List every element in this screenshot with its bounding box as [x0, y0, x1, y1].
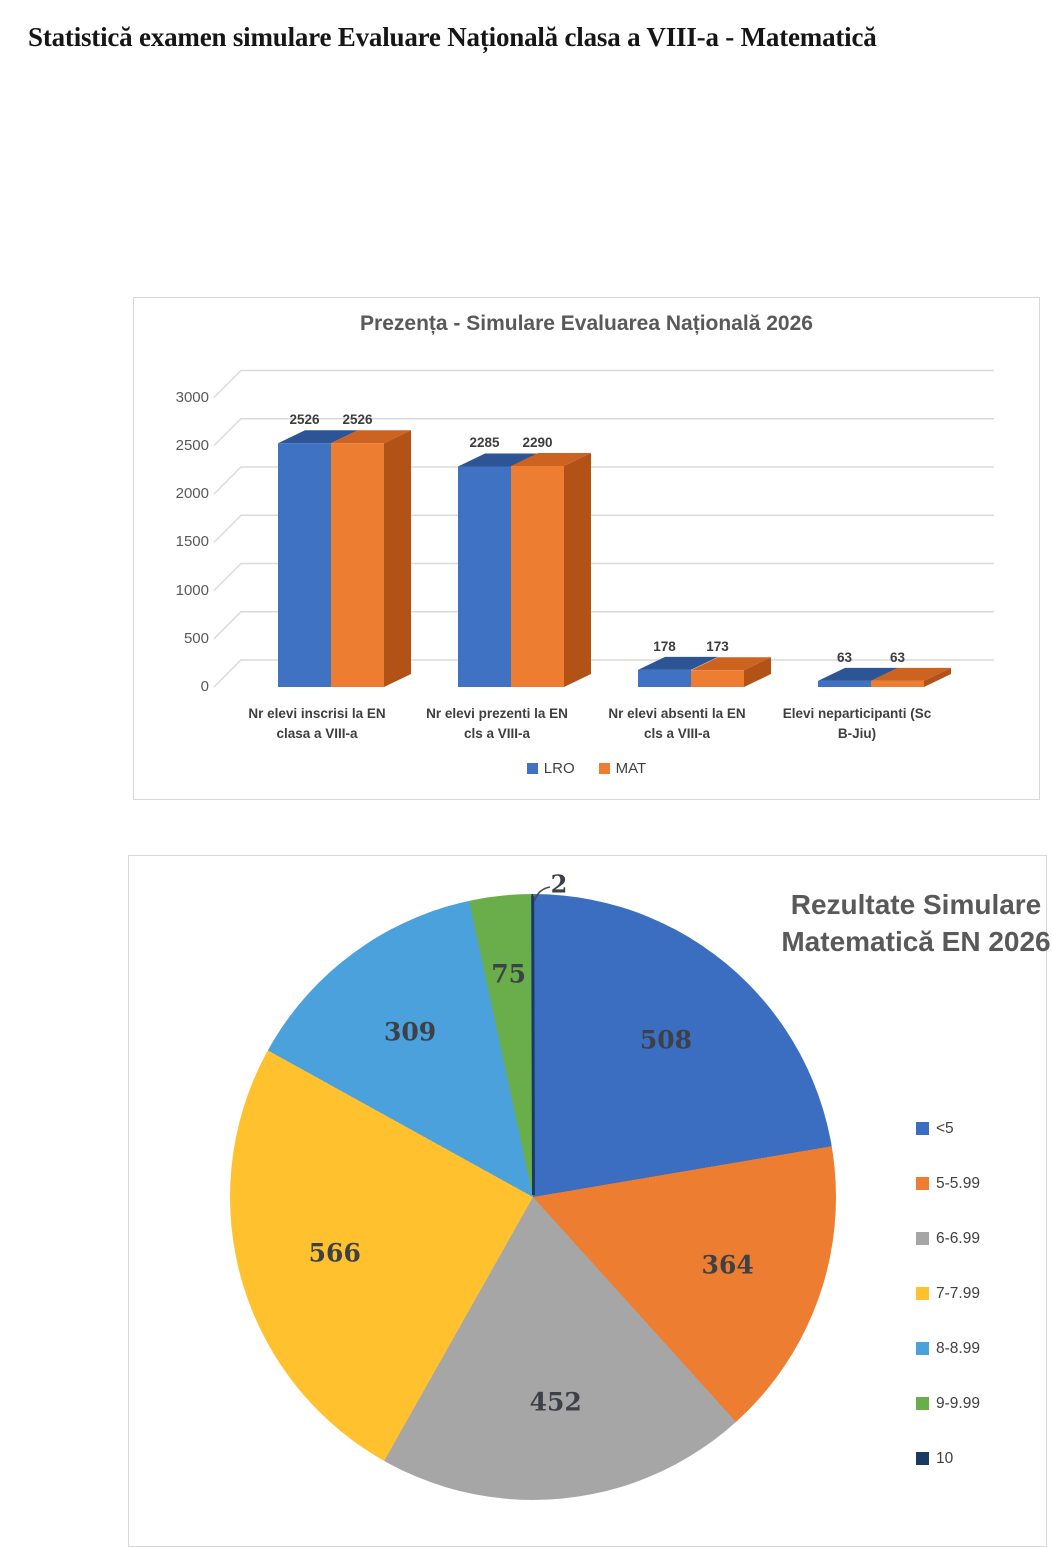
legend-item: 8-8.99: [916, 1340, 980, 1357]
y-axis-label: 1000: [175, 581, 209, 599]
pie-slice-label: 364: [701, 1250, 754, 1280]
legend-item: MAT: [598, 760, 647, 777]
legend-item: 5-5.99: [916, 1175, 980, 1192]
bar: [871, 680, 924, 687]
legend-swatch: [916, 1232, 929, 1245]
y-axis-label: 0: [200, 678, 209, 695]
bar: [638, 669, 691, 687]
pie-slice-label: 508: [639, 1025, 693, 1055]
legend-item: 6-6.99: [916, 1230, 980, 1247]
category-label-line: cls a VIII-a: [643, 726, 711, 741]
bar-top-face: [691, 657, 771, 671]
legend-swatch: [598, 763, 610, 774]
legend-label: 7-7.99: [936, 1284, 980, 1302]
bar-side-face: [744, 657, 771, 687]
bar-top-face: [458, 453, 538, 467]
bar: [278, 443, 331, 687]
category-label-line: Nr elevi inscrisi la EN: [248, 706, 386, 721]
bar-top-face: [818, 667, 898, 681]
category-label: Nr elevi absenti la EN cls a VIII-a: [582, 704, 772, 744]
bar-value-label: 63: [889, 649, 906, 665]
bar-chart-legend: LRO MAT: [134, 760, 1039, 777]
bar-side-face: [564, 453, 591, 687]
document-page: { "page": { "title": "Statistică examen …: [28, 22, 1051, 1547]
category-label: Elevi neparticipanti (Sc B-Jiu): [762, 704, 952, 744]
legend-swatch: [916, 1452, 929, 1465]
y-axis-label: 2500: [175, 436, 209, 454]
legend-label: 6-6.99: [936, 1229, 980, 1247]
bar-value-label: 2285: [469, 435, 500, 451]
legend-swatch: [916, 1397, 929, 1410]
bar-top-face: [638, 656, 718, 670]
legend-item: 7-7.99: [916, 1285, 980, 1302]
category-label: Nr elevi prezenti la EN cls a VIII-a: [402, 704, 592, 744]
gridline: [213, 369, 994, 398]
y-axis-label: 1500: [175, 533, 209, 551]
legend-label: 8-8.99: [936, 1339, 980, 1357]
category-label-line: B-Jiu): [837, 726, 877, 741]
bar-top-face: [278, 430, 358, 444]
pie-slice-label: 75: [491, 959, 526, 989]
pie-slice-label: 2: [550, 869, 568, 899]
gridline: [213, 562, 994, 591]
category-label-line: Nr elevi absenti la EN: [608, 706, 746, 721]
category-label-line: cls a VIII-a: [463, 726, 531, 741]
y-axis-label: 3000: [175, 388, 209, 406]
pie-chart-panel: Rezultate Simulare Matematică EN 2026 50…: [128, 855, 1051, 1547]
bar: [511, 466, 564, 687]
legend-swatch: [916, 1342, 929, 1355]
bar-top-face: [511, 453, 591, 467]
pie-chart-title: Rezultate Simulare Matematică EN 2026: [717, 886, 1052, 960]
bar-chart-title: Prezența - Simulare Evaluarea Națională …: [360, 312, 813, 335]
legend-item: 9-9.99: [916, 1395, 980, 1412]
pie-sliver-slice: [530, 895, 535, 1196]
pie-chart-title-line1: Rezultate Simulare: [790, 889, 1042, 920]
bar-chart-plot: [213, 369, 994, 688]
bar-chart-panel: Prezența - Simulare Evaluarea Națională …: [133, 297, 1040, 800]
legend-label: MAT: [615, 760, 647, 777]
pie-slice-label: 452: [529, 1387, 582, 1417]
gridline: [213, 418, 994, 447]
pie-slice-label: 566: [308, 1238, 361, 1268]
bar-side-face: [924, 667, 951, 687]
bar-value-label: 2526: [342, 412, 373, 428]
pie-slice-label: 309: [384, 1017, 437, 1047]
bar: [818, 680, 871, 687]
bar-value-label: 178: [653, 638, 676, 654]
page-title: Statistică examen simulare Evaluare Nați…: [28, 22, 877, 52]
category-label-line: Elevi neparticipanti (Sc: [782, 706, 932, 721]
bar-value-label: 2290: [522, 435, 553, 450]
legend-swatch: [916, 1122, 929, 1135]
category-label-line: clasa a VIII-a: [276, 726, 358, 741]
bar: [458, 466, 511, 687]
legend-item: 10: [916, 1450, 980, 1467]
legend-label: 5-5.99: [936, 1174, 980, 1192]
bar-value-label: 2526: [289, 412, 320, 428]
pie-chart-legend: <5 5-5.99 6-6.99 7-7.99 8-8.99 9-9.99 10: [916, 1120, 980, 1467]
bar: [331, 443, 384, 687]
legend-swatch: [916, 1287, 929, 1300]
y-axis-label: 500: [183, 629, 209, 647]
legend-swatch: [916, 1177, 929, 1190]
bar: [691, 670, 744, 687]
legend-label: 9-9.99: [936, 1394, 980, 1412]
gridline: [213, 611, 994, 640]
bar-top-face: [871, 667, 951, 681]
bar-value-label: 63: [836, 649, 853, 665]
legend-label: 10: [936, 1449, 954, 1467]
bar-value-label: 173: [706, 639, 729, 655]
category-label-line: Nr elevi prezenti la EN: [426, 706, 568, 721]
y-axis-label: 2000: [175, 485, 209, 502]
category-label: Nr elevi inscrisi la EN clasa a VIII-a: [222, 704, 412, 744]
legend-swatch: [526, 763, 538, 774]
legend-item: <5: [916, 1120, 980, 1137]
bar-side-face: [384, 430, 411, 687]
gridline: [213, 466, 994, 495]
pie-chart-title-line2: Matematică EN 2026: [781, 926, 1051, 957]
legend-label: LRO: [543, 760, 575, 777]
bar-top-face: [331, 430, 411, 444]
legend-item: LRO: [526, 760, 575, 777]
gridline: [213, 514, 994, 543]
legend-label: <5: [936, 1119, 954, 1137]
